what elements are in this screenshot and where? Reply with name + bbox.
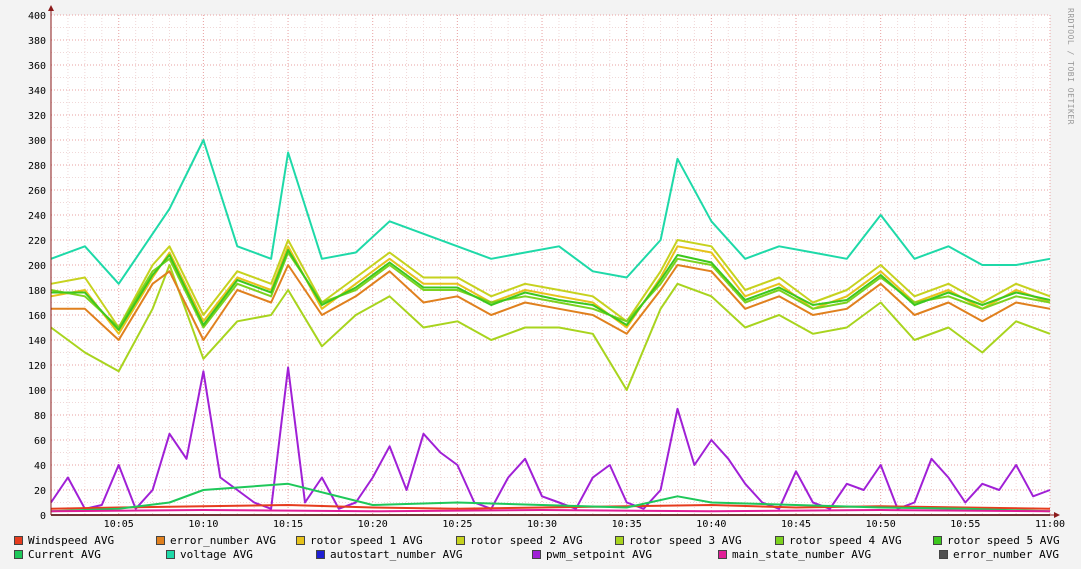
legend-label: Current AVG bbox=[28, 547, 101, 561]
series-line bbox=[50, 139, 1051, 285]
y-tick-label: 100 bbox=[28, 386, 46, 397]
legend-label: main_state_number AVG bbox=[732, 547, 872, 561]
series-line bbox=[50, 245, 1051, 335]
y-tick-label: 80 bbox=[34, 411, 46, 422]
x-tick-label: 10:50 bbox=[866, 519, 896, 530]
legend-swatch bbox=[933, 535, 942, 545]
y-tick-label: 340 bbox=[28, 86, 46, 97]
x-tick-label: 10:10 bbox=[188, 519, 218, 530]
y-tick-label: 380 bbox=[28, 36, 46, 47]
x-tick-label: 11:00 bbox=[1035, 519, 1065, 530]
legend-label: rotor speed 4 AVG bbox=[789, 533, 902, 547]
legend-entry: rotor speed 2 AVG bbox=[456, 533, 583, 547]
legend-label: rotor speed 3 AVG bbox=[629, 533, 742, 547]
series-line bbox=[50, 504, 1051, 510]
legend-entry: error_number AVG bbox=[939, 547, 1059, 561]
legend-entry: rotor speed 4 AVG bbox=[775, 533, 902, 547]
legend-swatch bbox=[615, 535, 624, 545]
series-line bbox=[50, 366, 1051, 510]
y-tick-label: 220 bbox=[28, 236, 46, 247]
y-tick-label: 60 bbox=[34, 436, 46, 447]
x-tick-label: 10:05 bbox=[104, 519, 134, 530]
legend-entry: main_state_number AVG bbox=[718, 547, 871, 561]
y-tick-label: 260 bbox=[28, 186, 46, 197]
x-tick-label: 10:45 bbox=[781, 519, 811, 530]
legend: Windspeed AVG error_number AVG rotor speed… bbox=[14, 533, 1074, 561]
legend-swatch bbox=[14, 535, 23, 545]
legend-swatch bbox=[775, 535, 784, 545]
legend-label: autostart_number AVG bbox=[330, 547, 463, 561]
y-axis-arrow bbox=[48, 5, 54, 11]
legend-swatch bbox=[166, 549, 175, 559]
legend-label: rotor speed 2 AVG bbox=[470, 533, 583, 547]
y-tick-label: 160 bbox=[28, 311, 46, 322]
legend-label: error_number AVG bbox=[170, 533, 276, 547]
y-tick-label: 120 bbox=[28, 361, 46, 372]
legend-swatch bbox=[939, 549, 948, 559]
x-tick-labels: 10:05 10:10 10:15 10:20 10:25 10:30 10:35 10:40… bbox=[104, 519, 1065, 530]
y-tick-label: 200 bbox=[28, 261, 46, 272]
legend-entry: error_number AVG bbox=[156, 533, 276, 547]
legend-swatch bbox=[14, 549, 23, 559]
legend-label: rotor speed 1 AVG bbox=[310, 533, 423, 547]
legend-entry: rotor speed 1 AVG bbox=[296, 533, 423, 547]
y-tick-label: 240 bbox=[28, 211, 46, 222]
series-line bbox=[51, 249, 1051, 331]
y-tick-label: 140 bbox=[28, 336, 46, 347]
y-tick-labels: 0 20 40 60 80 100 120 140 160 180 200 220 240 260 280 3… bbox=[28, 11, 46, 522]
series-line bbox=[50, 509, 1051, 513]
x-tick-label: 10:55 bbox=[950, 519, 980, 530]
legend-swatch bbox=[156, 535, 165, 545]
x-tick-label: 10:15 bbox=[273, 519, 303, 530]
legend-entry: rotor speed 3 AVG bbox=[615, 533, 742, 547]
y-tick-label: 0 bbox=[40, 511, 46, 522]
legend-entry: autostart_number AVG bbox=[316, 547, 462, 561]
series-line bbox=[50, 239, 1051, 329]
axes bbox=[48, 5, 1060, 518]
legend-label: error_number AVG bbox=[953, 547, 1059, 561]
legend-swatch bbox=[718, 549, 727, 559]
legend-swatch bbox=[316, 549, 325, 559]
y-tick-label: 40 bbox=[34, 461, 46, 472]
y-tick-label: 280 bbox=[28, 161, 46, 172]
series-line bbox=[51, 264, 1051, 341]
legend-swatch bbox=[296, 535, 305, 545]
series-line bbox=[50, 482, 1051, 513]
y-tick-label: 320 bbox=[28, 111, 46, 122]
series-line bbox=[50, 264, 1051, 391]
legend-row: Windspeed AVG error_number AVG rotor speed… bbox=[14, 533, 1074, 547]
legend-label: rotor speed 5 AVG bbox=[947, 533, 1060, 547]
y-tick-label: 400 bbox=[28, 11, 46, 22]
x-axis-arrow bbox=[1054, 512, 1060, 518]
x-tick-label: 10:40 bbox=[696, 519, 726, 530]
legend-label: voltage AVG bbox=[180, 547, 253, 561]
legend-label: Windspeed AVG bbox=[28, 533, 115, 547]
x-tick-label: 10:35 bbox=[612, 519, 642, 530]
plot-area bbox=[51, 15, 1050, 515]
x-tick-label: 10:20 bbox=[358, 519, 388, 530]
y-tick-label: 360 bbox=[28, 61, 46, 72]
legend-entry: rotor speed 5 AVG bbox=[933, 533, 1060, 547]
series-line bbox=[50, 251, 1051, 329]
y-tick-label: 20 bbox=[34, 486, 46, 497]
legend-row: Current AVG voltage AVG autostart_number A… bbox=[14, 547, 1074, 561]
y-tick-label: 300 bbox=[28, 136, 46, 147]
legend-entry: Windspeed AVG bbox=[14, 533, 114, 547]
legend-label: pwm_setpoint AVG bbox=[546, 547, 652, 561]
y-tick-label: 180 bbox=[28, 286, 46, 297]
legend-swatch bbox=[532, 549, 541, 559]
legend-entry: pwm_setpoint AVG bbox=[532, 547, 652, 561]
watermark: RRDTOOL / TOBI OETIKER bbox=[1066, 8, 1075, 125]
x-tick-label: 10:25 bbox=[442, 519, 472, 530]
x-tick-label: 10:30 bbox=[527, 519, 557, 530]
legend-entry: voltage AVG bbox=[166, 547, 253, 561]
legend-swatch bbox=[456, 535, 465, 545]
legend-entry: Current AVG bbox=[14, 547, 101, 561]
